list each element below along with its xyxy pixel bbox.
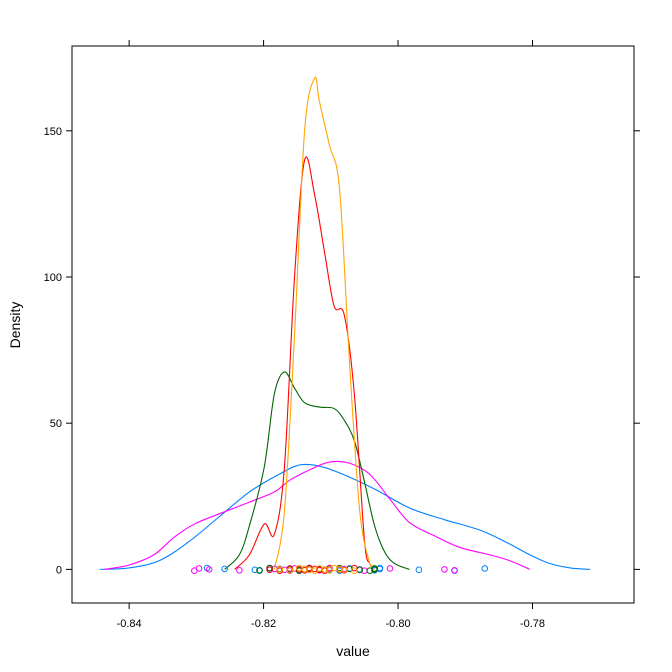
density-line-series-2	[104, 460, 531, 570]
rug-point	[205, 566, 213, 573]
rug-point	[340, 566, 348, 574]
rug-point	[276, 566, 284, 573]
y-tick-label: 0	[56, 564, 62, 576]
rug-points	[191, 564, 489, 575]
rug-point	[286, 565, 294, 572]
rug-point	[415, 566, 423, 574]
x-tick-label: -0.84	[117, 618, 142, 630]
y-tick-label: 50	[50, 418, 62, 430]
y-tick-label: 100	[44, 272, 62, 284]
x-tick-label: -0.80	[386, 618, 411, 630]
rug-point	[301, 565, 308, 573]
rug-point	[266, 566, 273, 574]
rug-point	[195, 565, 203, 572]
density-line-series-5	[273, 76, 375, 570]
y-axis-title: Density	[7, 302, 23, 349]
rug-point	[371, 566, 378, 573]
plot-frame	[71, 45, 635, 604]
x-tick-label: -0.78	[520, 618, 545, 630]
rug-point	[336, 565, 343, 573]
density-line-series-4	[234, 156, 375, 570]
rug-point	[236, 566, 243, 574]
ticks-layer: -0.84 -0.82 -0.80 -0.78 0 50 100 150	[44, 40, 640, 630]
rug-point	[221, 565, 228, 573]
rug-point	[351, 567, 358, 575]
rug-point	[251, 566, 259, 574]
x-axis-title: value	[336, 643, 370, 659]
rug-point	[321, 566, 329, 573]
rug-point	[326, 565, 333, 572]
y-tick-label: 150	[44, 126, 62, 138]
rug-point	[451, 566, 458, 574]
rug-point	[351, 564, 358, 572]
rug-point	[286, 566, 294, 574]
density-lines	[99, 76, 591, 570]
density-line-series-1	[99, 463, 591, 570]
rug-point	[266, 564, 273, 572]
x-tick-label: -0.82	[251, 618, 276, 630]
rug-point	[256, 566, 263, 574]
density-line-series-3	[224, 371, 410, 570]
rug-point	[481, 565, 489, 572]
rug-point	[441, 566, 448, 573]
rug-point	[386, 565, 394, 572]
